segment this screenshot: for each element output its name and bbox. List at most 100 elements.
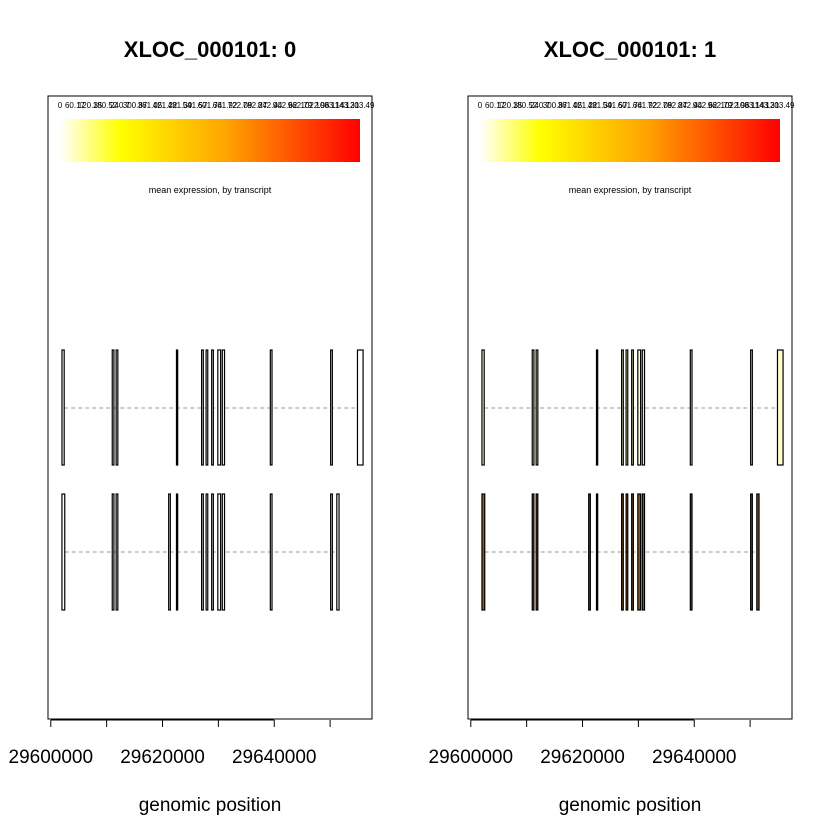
exon-mark [356,349,364,466]
panel-0-colorbar-tick-label: 421.22 [153,101,178,110]
exon-mark [336,493,340,611]
panel-1-colorbar-tick-label: 1143.31 [751,101,780,110]
panel-1-colorbar-tick-label: 1203.49 [766,101,795,110]
panel-0-x-axis-label: genomic position [139,795,282,816]
panel-1: XLOC_000101: 1 0 60.17120.35180.52240.730… [429,37,795,816]
panel-1-x-axis: 29600000 29620000 29640000 [429,719,751,768]
panel-0-colorbar-tick-label: 120.35 [78,101,103,110]
exon-mark [221,349,226,466]
x-axis-tick-label: 29620000 [540,747,625,768]
exon-mark [61,493,66,611]
panel-1-colorbar-tick-label: 902.62 [693,101,718,110]
exon-mark [111,349,115,466]
panel-1-colorbar-tick-label: 722.09 [648,101,673,110]
exon-mark [595,349,599,466]
exon-mark [211,349,214,466]
panel-1-transcript-1 [481,493,760,611]
exon-mark [330,349,333,466]
panel-0-colorbar-tick-label: 60.17 [65,101,86,110]
exon-mark [269,493,273,611]
panel-0-colorbar-gradient [60,119,360,162]
panel-1-colorbar-tick-label: 421.22 [573,101,598,110]
panel-1-colorbar-tick-label: 842.44 [678,101,703,110]
panel-0-colorbar-tick-label: 842.44 [258,101,283,110]
panel-1-transcript-0 [481,349,784,466]
panel-0-colorbar-label: mean expression, by transcript [149,185,272,195]
panel-0-colorbar-ticks: 0 60.17120.35180.52240.7300.87361.05421.2… [58,101,375,110]
panel-1-transcripts [481,349,784,611]
exon-mark [595,493,599,611]
x-axis-tick-label: 29620000 [120,747,205,768]
panel-0-colorbar-tick-label: 0 [58,101,63,110]
exon-mark [175,493,179,611]
exon-mark [637,493,642,611]
exon-mark [481,493,486,611]
panel-0-colorbar-tick-label: 1203.49 [346,101,375,110]
exon-mark [776,349,784,466]
x-axis-tick-label: 29600000 [429,747,514,768]
panel-0-colorbar-tick-label: 902.62 [273,101,298,110]
panel-1-x-axis-label: genomic position [559,795,702,816]
panel-0-colorbar-tick-label: 541.57 [183,101,208,110]
exon-mark [269,349,273,466]
panel-1-colorbar-ticks: 0 60.17120.35180.52240.7300.87361.05421.2… [478,101,795,110]
exon-mark [168,493,171,611]
exon-mark [631,349,634,466]
panel-1-colorbar-tick-label: 541.57 [603,101,628,110]
panel-0-colorbar-tick-label: 240.7 [110,101,131,110]
exon-mark [115,493,119,611]
exon-mark [531,349,535,466]
exon-mark [221,493,226,611]
panel-1-colorbar-tick-label: 361.05 [558,101,583,110]
panel-0-transcript-0 [61,349,364,466]
panel-0-title: XLOC_000101: 0 [124,37,296,62]
panel-1-colorbar-tick-label: 661.92 [633,101,658,110]
panel-0-colorbar-tick-label: 180.52 [93,101,118,110]
panel-0-colorbar-tick-label: 1083.14 [316,101,345,110]
exon-mark [625,493,629,611]
exon-mark [535,349,539,466]
panel-1-colorbar-tick-label: 120.35 [498,101,523,110]
exon-mark [625,349,629,466]
panel-0-colorbar: 0 60.17120.35180.52240.7300.87361.05421.2… [58,101,375,195]
panel-1-title: XLOC_000101: 1 [544,37,716,62]
exon-mark [115,349,119,466]
panel-1-plot-frame [467,95,793,720]
exon-mark [637,349,642,466]
panel-1-colorbar-tick-label: 1083.14 [736,101,765,110]
panel-0-transcript-1 [61,493,340,611]
exon-mark [201,493,204,611]
x-axis-tick-label: 29640000 [652,747,737,768]
panel-1-colorbar-tick-label: 1022.96 [721,101,750,110]
exon-mark [535,493,539,611]
panel-0-colorbar-tick-label: 1143.31 [331,101,360,110]
exon-mark [205,349,209,466]
panel-1-colorbar-tick-label: 0 [478,101,483,110]
x-axis-tick-label: 29600000 [9,747,94,768]
exon-mark [689,349,693,466]
panel-0-colorbar-tick-label: 481.39 [168,101,193,110]
panel-0-plot-frame [47,95,373,720]
panel-1-colorbar-tick-label: 60.17 [485,101,506,110]
exon-mark [111,493,115,611]
exon-mark [689,493,693,611]
exon-mark [641,493,646,611]
panel-0-colorbar-tick-label: 661.92 [213,101,238,110]
exon-mark [621,493,624,611]
exon-mark [588,493,591,611]
panel-1-colorbar-tick-label: 240.7 [530,101,551,110]
panel-1-colorbar-tick-label: 962.79 [708,101,733,110]
panel-0-colorbar-tick-label: 361.05 [138,101,163,110]
exon-mark [61,349,65,466]
exon-mark [201,349,204,466]
exon-mark [217,493,222,611]
panel-0-colorbar-tick-label: 601.74 [198,101,223,110]
exon-mark [330,493,333,611]
exon-mark [205,493,209,611]
panel-1-colorbar-tick-label: 180.52 [513,101,538,110]
panel-0-colorbar-tick-label: 782.27 [243,101,268,110]
panel-0: XLOC_000101: 0 0 60.17120.35180.52240.730… [9,37,375,816]
exon-mark [211,493,214,611]
exon-mark [641,349,646,466]
